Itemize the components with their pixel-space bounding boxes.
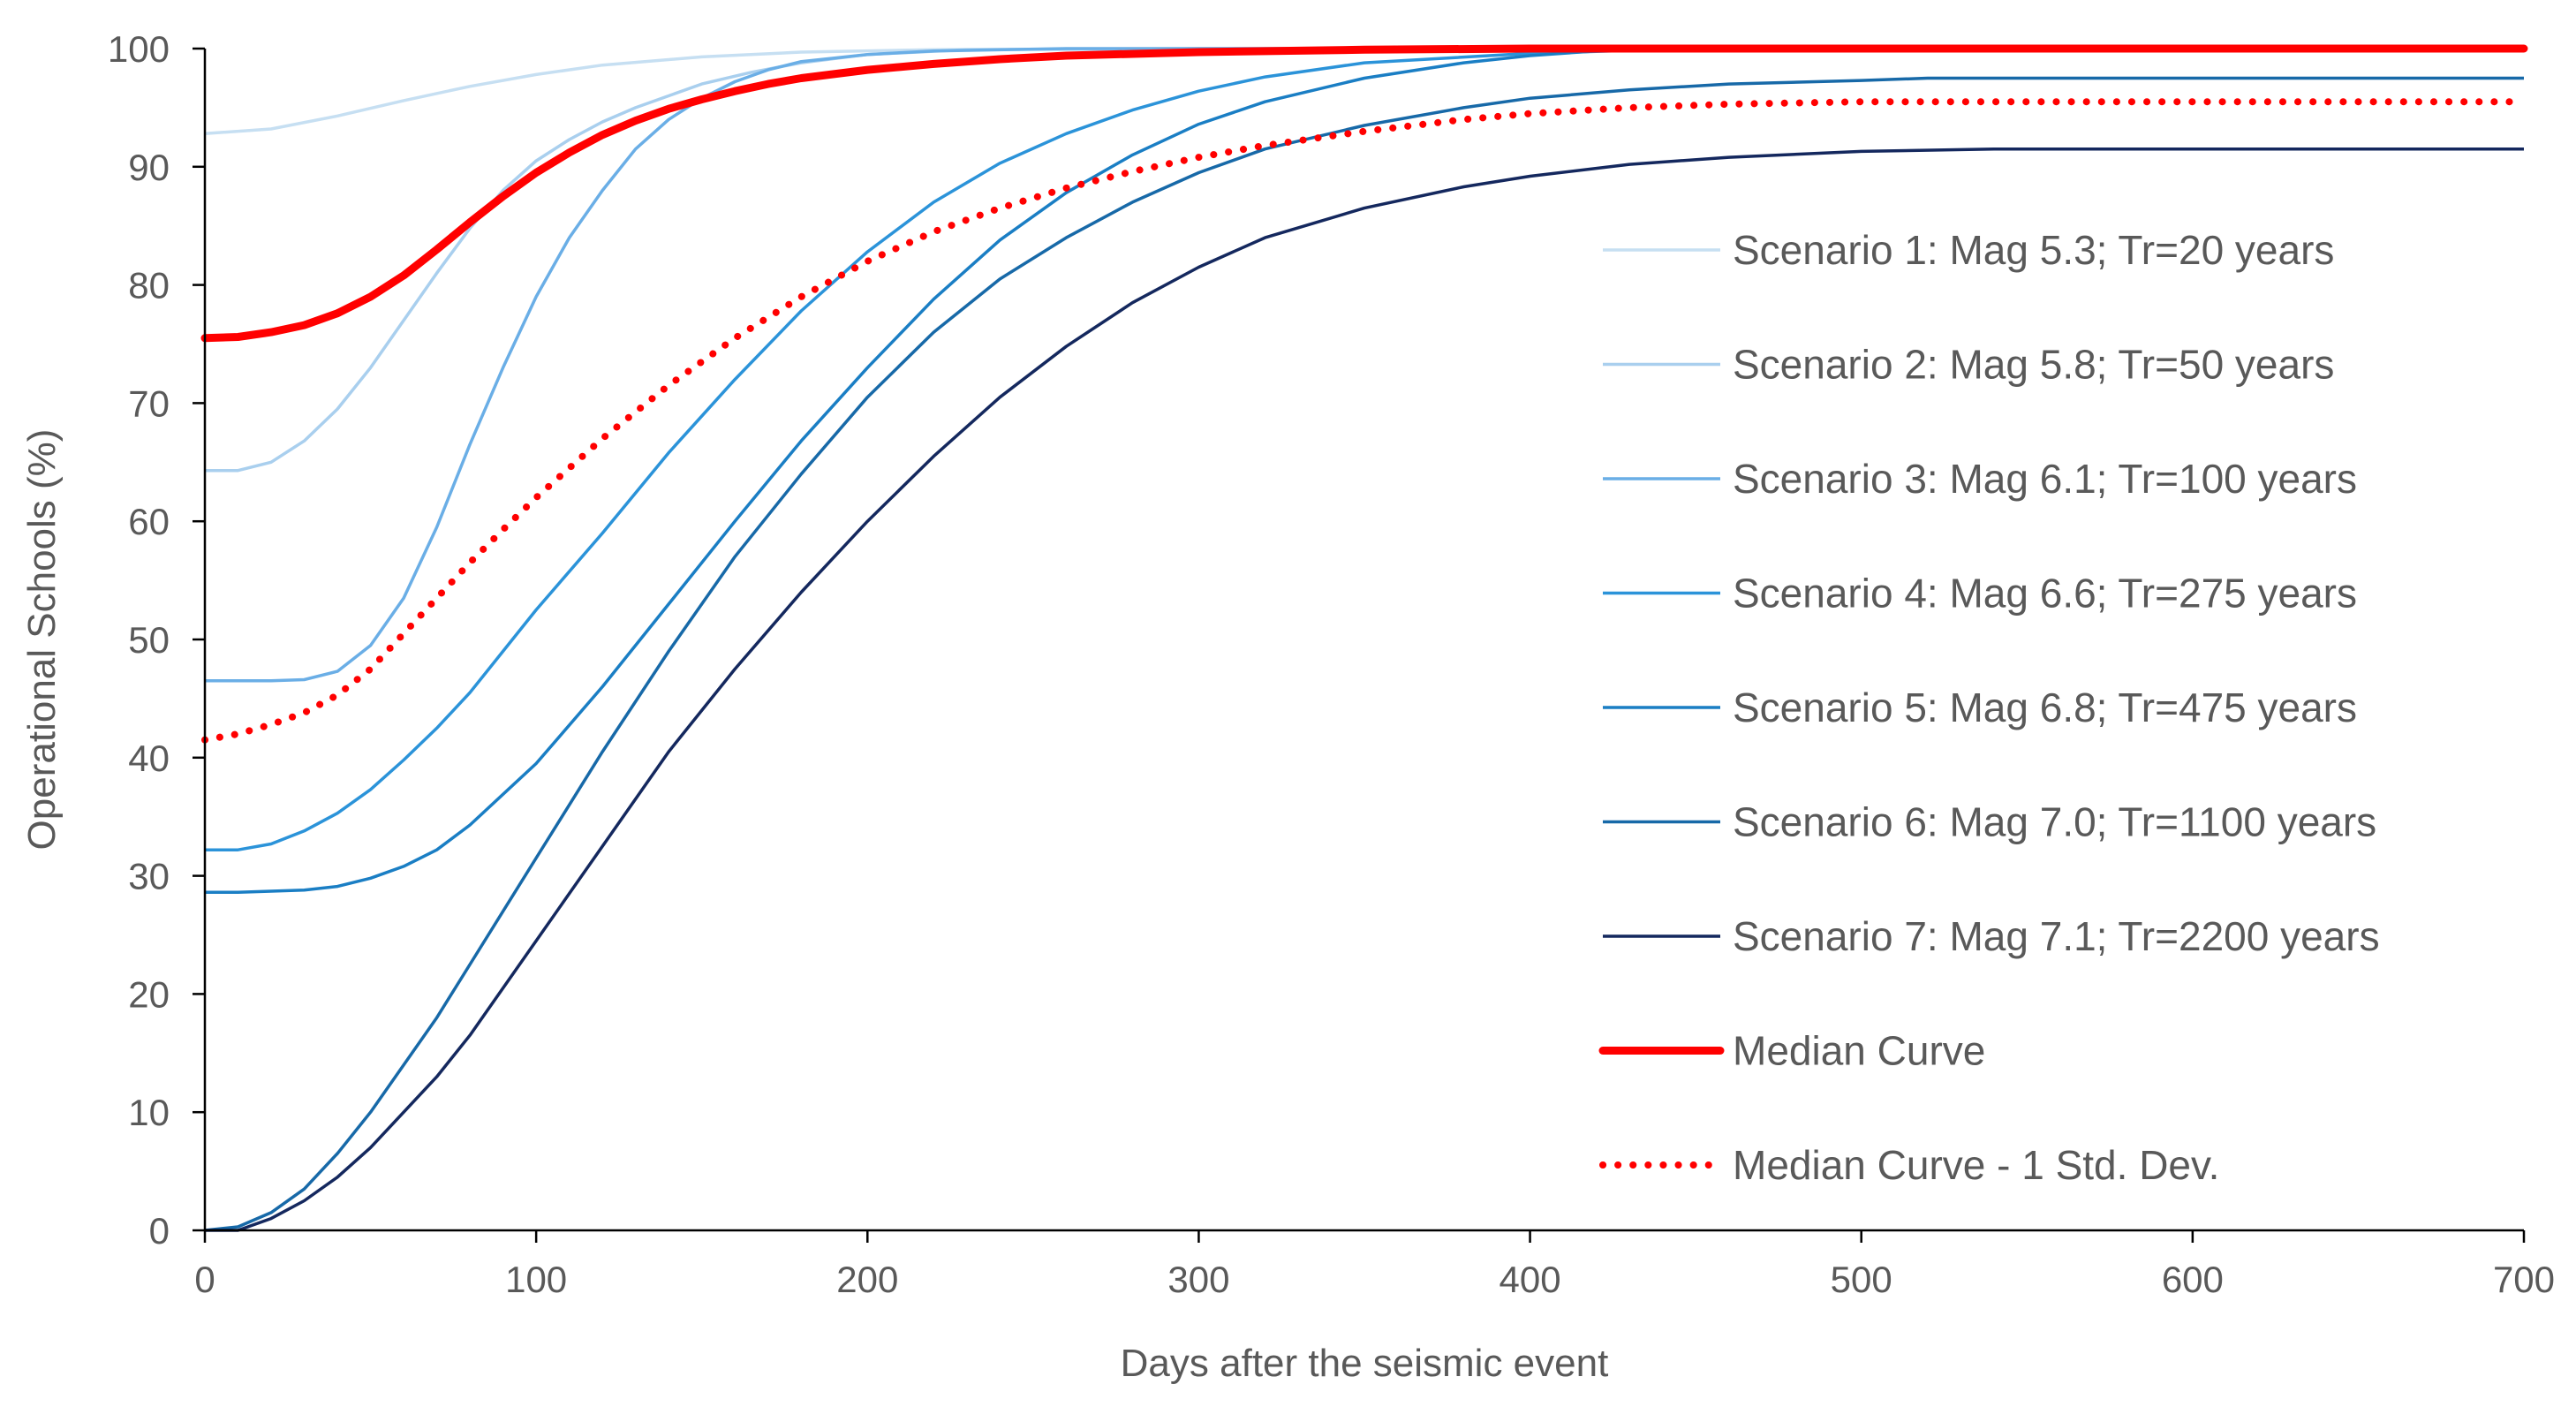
legend-label: Scenario 3: Mag 6.1; Tr=100 years (1733, 456, 2357, 502)
series-line-scenario-4-mag-6-6-tr-275-years (205, 47, 2524, 851)
legend-label: Scenario 4: Mag 6.6; Tr=275 years (1733, 571, 2357, 617)
series-line-scenario-6-mag-7-0-tr-1100-years (204, 76, 2524, 1232)
series-line-median-curve (200, 44, 2528, 343)
y-tick-label: 40 (128, 738, 170, 779)
x-axis-title: Days after the seismic event (1121, 1342, 1609, 1385)
legend-label: Scenario 6: Mag 7.0; Tr=1100 years (1733, 799, 2376, 845)
legend: Scenario 1: Mag 5.3; Tr=20 years Scenario… (1598, 227, 2380, 1188)
series-line-scenario-7-mag-7-1-tr-2200-years (205, 147, 2524, 1232)
x-tick-label: 400 (1500, 1259, 1561, 1300)
x-tick-label: 700 (2493, 1259, 2555, 1300)
x-tick-label: 200 (836, 1259, 898, 1300)
y-tick-label: 20 (128, 973, 170, 1015)
x-tick-label: 300 (1167, 1259, 1229, 1300)
y-tick-label: 10 (128, 1092, 170, 1133)
y-tick-label: 90 (128, 147, 170, 188)
x-tick-label: 500 (1831, 1259, 1892, 1300)
legend-label: Scenario 1: Mag 5.3; Tr=20 years (1733, 227, 2334, 273)
y-tick-label: 80 (128, 265, 170, 306)
x-tick-label: 600 (2162, 1259, 2224, 1300)
y-tick-label: 50 (128, 619, 170, 661)
legend-label: Scenario 5: Mag 6.8; Tr=475 years (1733, 685, 2357, 730)
series-line-scenario-3-mag-6-1-tr-100-years (205, 47, 2524, 683)
y-tick-label: 70 (128, 382, 170, 424)
y-tick-label: 30 (128, 856, 170, 897)
legend-label: Median Curve - 1 Std. Dev. (1733, 1142, 2219, 1188)
y-tick-label: 100 (108, 28, 170, 70)
series-line-scenario-5-mag-6-8-tr-475-years (205, 48, 2525, 895)
x-tick-label: 100 (505, 1259, 567, 1300)
legend-label: Scenario 2: Mag 5.8; Tr=50 years (1733, 342, 2334, 388)
legend-label: Scenario 7: Mag 7.1; Tr=2200 years (1733, 913, 2380, 959)
y-tick-label: 0 (149, 1210, 170, 1252)
series-line-median-curve-1-std-dev (201, 98, 2527, 744)
legend-label: Median Curve (1733, 1028, 1985, 1074)
y-tick-label: 60 (128, 501, 170, 542)
y-axis-title: Operational Schools (%) (20, 429, 64, 851)
tick-labels-group: 0 100 200 300 400 500 600 700 0 10 20 30 40 50 60 70 80 9… (108, 28, 2555, 1300)
x-tick-label: 0 (194, 1259, 215, 1300)
axes-group (193, 47, 2526, 1243)
series-group (200, 44, 2528, 1232)
